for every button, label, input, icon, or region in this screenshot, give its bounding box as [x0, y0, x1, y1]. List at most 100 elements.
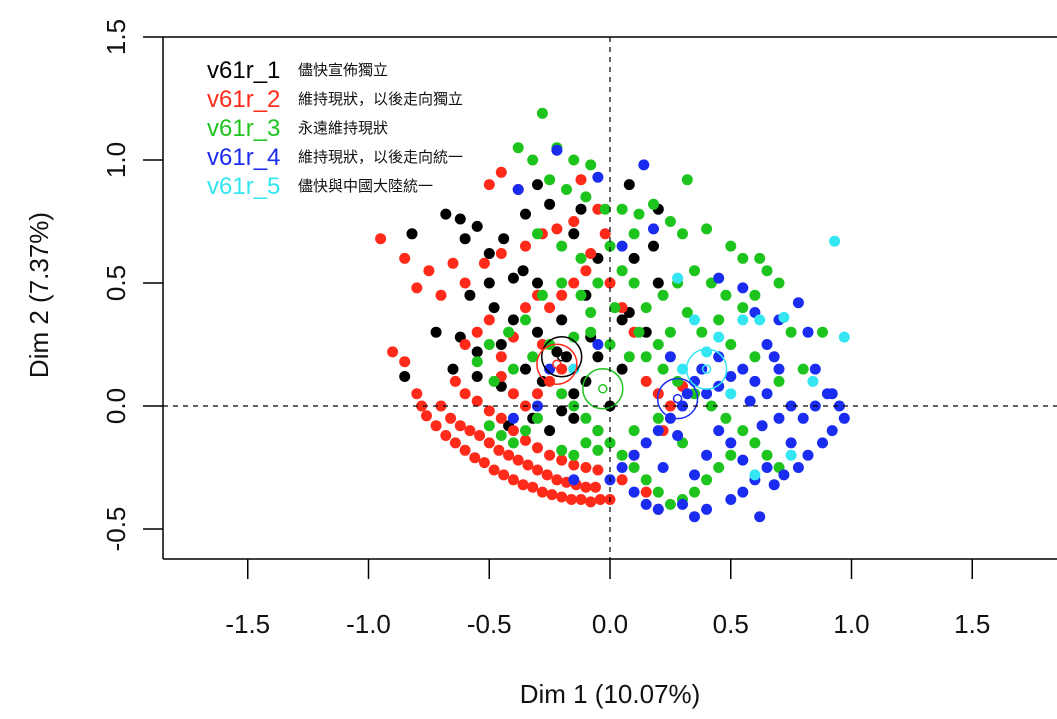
data-point-v61r_2: [459, 388, 471, 400]
data-point-v61r_4: [713, 425, 725, 437]
data-point-v61r_3: [725, 339, 737, 350]
data-point-v61r_5: [689, 314, 700, 326]
data-point-v61r_4: [512, 184, 524, 195]
data-point-v61r_2: [399, 252, 411, 264]
legend-label-v61r_1: 儘快宣佈獨立: [298, 61, 388, 79]
data-point-v61r_2: [520, 434, 531, 446]
data-point-v61r_4: [701, 449, 713, 461]
data-point-v61r_1: [616, 314, 628, 326]
data-point-v61r_4: [551, 144, 563, 156]
data-point-v61r_3: [575, 252, 587, 264]
data-point-v61r_1: [544, 425, 556, 437]
data-point-v61r_1: [430, 326, 442, 338]
data-point-v61r_4: [761, 388, 773, 400]
data-point-v61r_4: [802, 449, 814, 461]
data-point-v61r_4: [809, 363, 821, 375]
data-point-v61r_4: [749, 375, 761, 387]
data-point-v61r_4: [701, 503, 713, 515]
data-point-v61r_3: [761, 449, 773, 461]
data-point-v61r_1: [520, 208, 531, 220]
data-point-v61r_3: [568, 449, 580, 461]
data-point-v61r_2: [430, 420, 442, 432]
data-point-v61r_1: [532, 277, 543, 289]
points-layer: [375, 107, 850, 523]
data-point-v61r_2: [495, 166, 507, 178]
centroid-ring-v61r_1: [540, 336, 583, 378]
data-point-v61r_4: [592, 171, 604, 183]
data-point-v61r_4: [648, 223, 659, 235]
data-point-v61r_2: [580, 462, 592, 473]
data-point-v61r_1: [459, 233, 471, 245]
data-point-v61r_4: [628, 449, 640, 461]
data-point-v61r_3: [561, 184, 572, 195]
data-point-v61r_4: [616, 462, 628, 473]
data-point-v61r_1: [454, 213, 466, 225]
data-point-v61r_4: [664, 351, 676, 363]
data-point-v61r_1: [483, 277, 495, 289]
data-point-v61r_1: [568, 412, 580, 424]
data-point-v61r_4: [725, 437, 737, 449]
data-point-v61r_4: [785, 437, 797, 449]
legend-key-v61r_1: v61r_1: [207, 57, 280, 84]
data-point-v61r_3: [664, 498, 676, 510]
data-point-v61r_1: [507, 314, 519, 326]
data-point-v61r_5: [749, 469, 761, 481]
data-point-v61r_3: [575, 289, 587, 301]
data-point-v61r_1: [544, 198, 556, 210]
data-point-v61r_4: [768, 351, 780, 363]
y-tick-label: 1.0: [101, 142, 131, 178]
data-point-v61r_3: [585, 159, 597, 171]
data-point-v61r_3: [664, 326, 676, 338]
data-point-v61r_3: [592, 277, 604, 289]
data-point-v61r_2: [580, 481, 592, 493]
data-point-v61r_2: [568, 277, 580, 289]
data-point-v61r_2: [483, 437, 495, 449]
data-point-v61r_3: [536, 289, 548, 301]
data-point-v61r_3: [773, 277, 785, 289]
data-point-v61r_2: [592, 464, 604, 476]
data-point-v61r_3: [483, 420, 495, 432]
data-point-v61r_4: [568, 474, 580, 486]
data-point-v61r_3: [773, 375, 785, 387]
data-point-v61r_3: [628, 228, 640, 240]
data-point-v61r_3: [785, 326, 797, 338]
data-point-v61r_3: [628, 462, 640, 473]
data-point-v61r_3: [681, 174, 693, 186]
data-point-v61r_3: [616, 203, 628, 215]
data-point-v61r_4: [754, 511, 766, 523]
data-point-v61r_2: [459, 339, 471, 350]
data-point-v61r_3: [652, 486, 664, 498]
data-point-v61r_2: [440, 430, 452, 441]
data-point-v61r_2: [640, 486, 652, 498]
data-point-v61r_3: [652, 339, 664, 350]
data-point-v61r_3: [761, 265, 773, 277]
data-point-v61r_2: [580, 265, 592, 277]
y-tick-label: 0.5: [101, 265, 131, 301]
data-point-v61r_3: [623, 351, 635, 363]
centroid-ring-v61r_4: [656, 377, 699, 420]
data-point-v61r_2: [503, 449, 515, 461]
data-point-v61r_1: [532, 179, 543, 191]
legend-key-v61r_4: v61r_4: [207, 144, 280, 171]
data-point-v61r_3: [749, 351, 761, 363]
legend-key-v61r_5: v61r_5: [207, 173, 280, 200]
data-point-v61r_1: [483, 248, 495, 259]
data-point-v61r_2: [517, 479, 529, 491]
data-point-v61r_3: [512, 142, 524, 154]
x-tick-label: 0.0: [592, 609, 628, 639]
data-point-v61r_2: [471, 326, 483, 338]
data-point-v61r_1: [406, 228, 418, 240]
data-point-v61r_4: [792, 297, 804, 309]
data-point-v61r_2: [551, 223, 563, 235]
data-point-v61r_3: [520, 314, 531, 326]
data-point-v61r_2: [565, 494, 577, 505]
data-point-v61r_3: [640, 302, 652, 314]
data-point-v61r_2: [493, 444, 505, 456]
data-point-v61r_3: [507, 437, 519, 449]
data-point-v61r_5: [713, 331, 725, 343]
data-point-v61r_4: [761, 339, 773, 350]
y-tick-label: 1.5: [101, 19, 131, 55]
data-point-v61r_2: [575, 494, 587, 505]
data-point-v61r_3: [532, 228, 543, 240]
data-point-v61r_4: [768, 479, 780, 491]
